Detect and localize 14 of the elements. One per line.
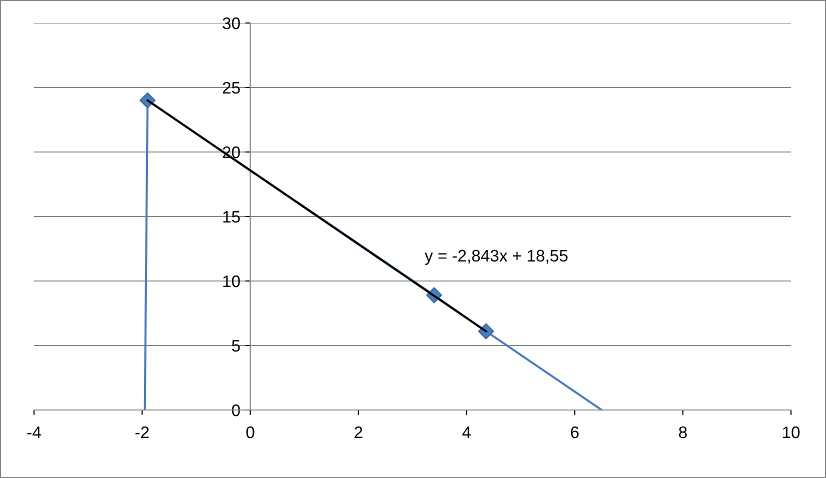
x-tick-label: 4 [462,426,471,438]
y-tick-label: 25 [222,82,240,94]
x-tick-label: 10 [783,426,800,438]
x-tick-label: -2 [135,426,149,438]
annotation: y = -2,843x + 18,55 [424,250,568,265]
y-tick-label: 5 [232,340,240,352]
x-tick-label: 2 [354,426,362,438]
x-tick-label: 0 [246,426,254,438]
y-tick-label: 30 [222,17,240,30]
y-tick-label: 10 [223,275,240,288]
y-tick-label: 15 [223,211,240,223]
x-tick-label: -4 [27,426,41,438]
x-tick-label: 6 [570,426,579,438]
x-tick-label: 8 [678,426,687,438]
